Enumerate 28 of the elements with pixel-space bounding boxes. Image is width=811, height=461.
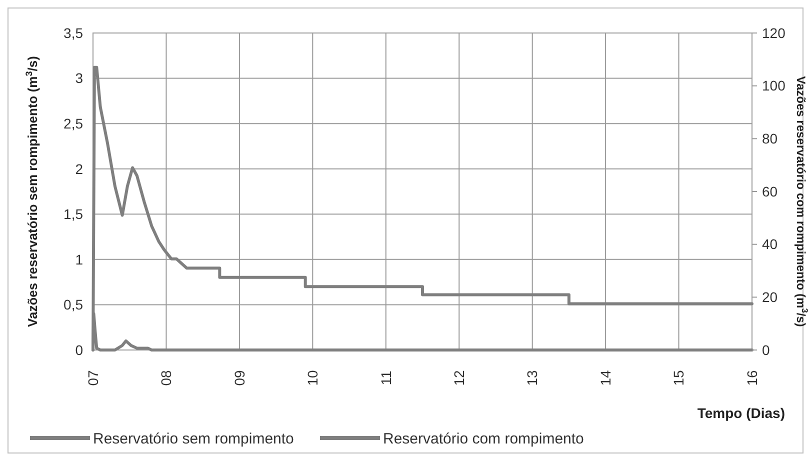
y-tick-label: 3,5 <box>64 24 84 41</box>
x-tick-label: 16 <box>744 370 760 386</box>
y-tick-label: 0 <box>75 342 84 358</box>
y2-tick-label: 0 <box>762 342 770 358</box>
y-tick-label: 0,5 <box>64 296 84 313</box>
x-tick-label: 13 <box>524 370 540 386</box>
y-tick-label: 1,5 <box>64 206 84 222</box>
y-tick-label: 2,5 <box>64 115 84 132</box>
x-tick-label: 10 <box>304 370 321 386</box>
legend-label: Reservatório sem rompimento <box>93 430 294 448</box>
x-axis-title: Tempo (Dias) <box>697 405 785 421</box>
x-tick-label: 14 <box>597 370 614 386</box>
x-tick-label: 09 <box>231 370 248 386</box>
x-tick-label: 15 <box>670 370 687 386</box>
x-tick-label: 07 <box>84 370 101 386</box>
y-tick-label: 1 <box>75 251 84 268</box>
x-tick-label: 08 <box>158 370 174 386</box>
legend-label: Reservatório com rompimento <box>383 430 584 448</box>
y2-tick-label: 40 <box>762 236 778 252</box>
y2-tick-label: 60 <box>762 183 778 200</box>
y2-tick-label: 80 <box>762 130 778 147</box>
y-tick-label: 2 <box>75 160 84 177</box>
y2-tick-label: 100 <box>762 78 786 94</box>
x-tick-label: 11 <box>378 370 394 386</box>
y2-tick-label: 120 <box>762 24 786 41</box>
y2-tick-label: 20 <box>762 289 778 306</box>
x-tick-label: 12 <box>451 370 468 386</box>
y-tick-label: 3 <box>75 70 84 86</box>
